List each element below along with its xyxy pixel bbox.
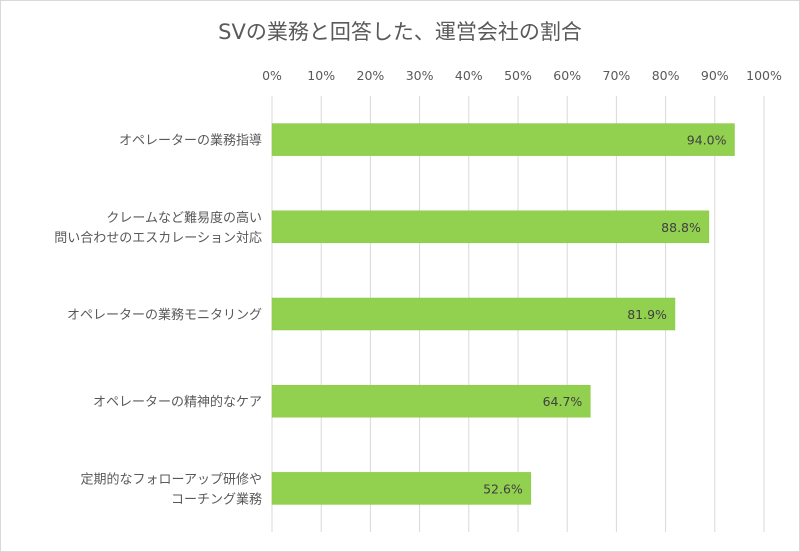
data-label: 94.0%: [687, 133, 727, 148]
data-label: 52.6%: [483, 481, 523, 496]
x-tick-label: 100%: [746, 68, 782, 83]
x-tick-label: 50%: [504, 68, 532, 83]
data-label: 81.9%: [627, 307, 667, 322]
category-label: クレームなど難易度の高い: [106, 210, 262, 226]
bar: [271, 297, 676, 331]
x-tick-label: 20%: [357, 68, 385, 83]
bar: [271, 384, 591, 418]
category-label: オペレーターの業務指導: [119, 133, 262, 149]
category-labels: オペレーターの業務指導クレームなど難易度の高い問い合わせのエスカレーション対応オ…: [54, 133, 262, 508]
data-labels: 94.0% 88.8% 81.9% 64.7% 52.6%: [483, 133, 727, 497]
bars: [271, 123, 735, 505]
bar: [271, 210, 710, 244]
bar: [271, 123, 735, 156]
category-label: オペレーターの精神的なケア: [93, 394, 262, 410]
x-tick-label: 80%: [652, 68, 680, 83]
x-tick-label: 70%: [603, 68, 631, 83]
category-label: コーチング業務: [171, 491, 262, 507]
x-tick-label: 60%: [553, 68, 581, 83]
x-tick-label: 30%: [406, 68, 434, 83]
chart-title: SVの業務と回答した、運営会社の割合: [218, 20, 582, 44]
x-tick-label: 40%: [455, 68, 483, 83]
bar: [271, 472, 532, 505]
data-label: 88.8%: [661, 220, 701, 235]
x-tick-label: 0%: [262, 68, 282, 83]
x-tick-label: 10%: [307, 68, 335, 83]
x-tick-label: 90%: [701, 68, 729, 83]
category-label: オペレーターの業務モニタリング: [67, 307, 262, 323]
category-label: 問い合わせのエスカレーション対応: [54, 231, 262, 246]
x-axis-ticks: 0% 10% 20% 30% 40% 50% 60% 70% 80% 90% 100%: [262, 68, 782, 83]
data-label: 64.7%: [543, 394, 583, 409]
category-label: 定期的なフォローアップ研修や: [81, 471, 262, 487]
